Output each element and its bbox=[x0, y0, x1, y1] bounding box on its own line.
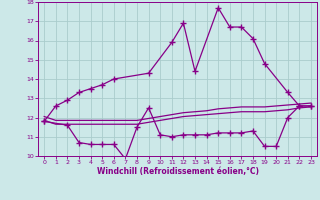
X-axis label: Windchill (Refroidissement éolien,°C): Windchill (Refroidissement éolien,°C) bbox=[97, 167, 259, 176]
